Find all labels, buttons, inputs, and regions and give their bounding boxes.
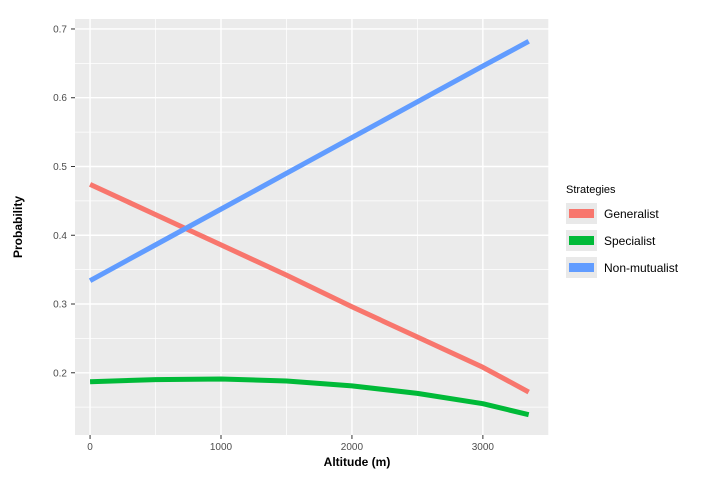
legend-item-generalist: Generalist	[566, 203, 701, 224]
major-gridlines	[75, 19, 549, 435]
non-mutualist-line-swatch-icon	[569, 263, 594, 272]
x-tick-label: 0	[87, 442, 93, 453]
y-tick-label: 0.4	[53, 231, 67, 242]
y-tick-label: 0.3	[53, 300, 67, 311]
legend-label-generalist: Generalist	[604, 206, 659, 221]
x-tick-label: 1000	[210, 442, 233, 453]
y-tick-label: 0.2	[53, 368, 67, 379]
y-tick-label: 0.5	[53, 162, 67, 173]
legend: Strategies Generalist Specialist Non-mut…	[566, 184, 701, 284]
generalist-line-swatch-icon	[569, 209, 594, 218]
legend-title: Strategies	[566, 184, 616, 196]
y-axis-tick-labels: 0.2 0.3 0.4 0.5 0.6 0.7	[53, 24, 67, 379]
panel-background	[75, 19, 549, 435]
specialist-line-swatch-icon	[569, 236, 594, 245]
series-lines	[88, 39, 530, 418]
legend-key-specialist	[566, 230, 597, 251]
series-line-non-mutualist	[88, 39, 530, 283]
minor-gridlines	[75, 19, 549, 435]
legend-label-specialist: Specialist	[604, 233, 656, 248]
series-line-specialist	[89, 376, 530, 418]
x-axis-title: Altitude (m)	[323, 455, 391, 469]
x-tick-label: 3000	[472, 442, 495, 453]
series-line-generalist	[89, 182, 530, 395]
axis-tick-marks	[71, 28, 484, 439]
y-tick-label: 0.6	[53, 93, 67, 104]
legend-key-generalist	[566, 203, 597, 224]
legend-label-non-mutualist: Non-mutualist	[604, 260, 679, 275]
y-tick-label: 0.7	[53, 24, 67, 35]
legend-item-specialist: Specialist	[566, 230, 701, 251]
legend-item-non-mutualist: Non-mutualist	[566, 257, 701, 278]
legend-key-non-mutualist	[566, 257, 597, 278]
x-tick-label: 2000	[341, 442, 364, 453]
y-axis-title: Probability	[11, 195, 25, 259]
x-axis-tick-labels: 0 1000 2000 3000	[87, 442, 494, 453]
